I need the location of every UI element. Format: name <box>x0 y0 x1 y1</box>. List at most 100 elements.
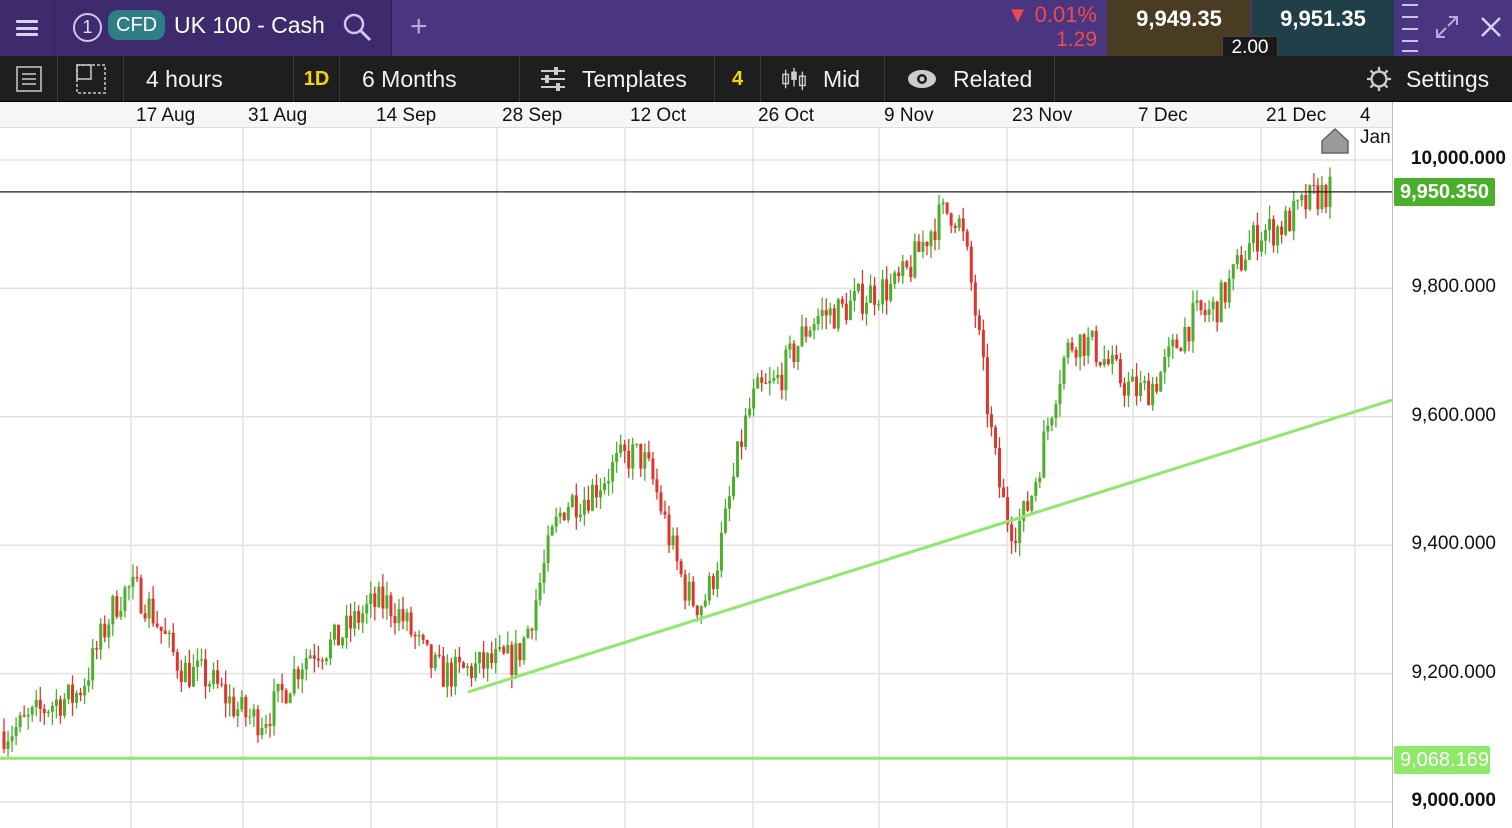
candle-body <box>441 655 445 687</box>
candlestick-series <box>2 167 1332 757</box>
expand-icon[interactable] <box>1434 14 1460 40</box>
candle-body <box>119 610 123 617</box>
candle-body <box>316 658 320 661</box>
candle-body <box>566 507 570 520</box>
buy-price: 9,951.35 <box>1280 6 1366 31</box>
list-button[interactable] <box>0 56 58 102</box>
candle-body <box>832 308 836 329</box>
candle-body <box>671 535 675 546</box>
candle-body <box>1139 382 1143 397</box>
candle-body <box>1062 357 1066 384</box>
date-tick-label: 17 Aug <box>136 105 196 126</box>
candle-body <box>619 444 623 454</box>
date-tick-label: 21 Dec <box>1266 105 1327 126</box>
candle-body <box>1247 243 1251 260</box>
price-tick-label: 9,200.000 <box>1411 661 1496 683</box>
candle-body <box>1243 259 1247 271</box>
interval-badge[interactable]: 1D <box>294 56 340 102</box>
candle-body <box>208 684 212 687</box>
range-select[interactable]: 6 Months <box>340 56 520 102</box>
instrument-tab[interactable]: 1 CFD UK 100 - Cash <box>55 0 392 56</box>
candle-body <box>865 302 869 314</box>
candle-body <box>71 684 75 703</box>
candle-body <box>204 659 208 687</box>
templates-button[interactable]: Templates <box>520 56 715 102</box>
candle-body <box>1042 431 1046 478</box>
drag-handle-icon[interactable] <box>1400 0 1420 56</box>
candle-body <box>502 647 506 654</box>
candle-body <box>1070 342 1074 350</box>
candle-body <box>46 711 50 714</box>
candle-body <box>816 316 820 325</box>
candle-body <box>836 299 840 329</box>
home-marker-icon[interactable] <box>1320 127 1350 155</box>
candle-body <box>905 261 909 268</box>
candle-body <box>199 659 203 661</box>
candle-body <box>369 593 373 604</box>
date-tick-label: 31 Aug <box>248 105 308 126</box>
candle-body <box>522 637 526 661</box>
candle-body <box>933 231 937 241</box>
related-button[interactable]: Related <box>885 56 1055 102</box>
candle-body <box>719 532 723 571</box>
candle-body <box>925 241 929 247</box>
candle-body <box>562 512 566 520</box>
candle-body <box>1110 354 1114 365</box>
candle-body <box>54 699 58 706</box>
candle-body <box>1179 348 1183 352</box>
candle-body <box>993 427 997 449</box>
date-tick-label: 28 Sep <box>502 105 563 126</box>
candle-body <box>18 715 22 728</box>
candle-body <box>913 241 917 278</box>
candle-body <box>1018 520 1022 543</box>
candle-body <box>542 563 546 583</box>
candle-body <box>796 346 800 362</box>
candle-body <box>449 662 453 687</box>
price-chart[interactable] <box>0 102 1392 828</box>
candle-body <box>574 495 578 518</box>
search-icon[interactable] <box>342 12 372 42</box>
candle-body <box>272 691 276 726</box>
layout-button[interactable] <box>58 56 124 102</box>
candle-body <box>1078 334 1082 358</box>
candle-body <box>1259 240 1263 252</box>
interval-select[interactable]: 4 hours <box>124 56 294 102</box>
add-tab-plus-icon[interactable]: + <box>410 10 428 43</box>
menu-button[interactable] <box>0 0 55 56</box>
candle-body <box>240 696 244 710</box>
candle-body <box>183 662 187 683</box>
candle-body <box>147 598 151 619</box>
price-type-select[interactable]: Mid <box>761 56 885 102</box>
candle-body <box>651 458 655 480</box>
candle-body <box>1255 225 1259 252</box>
candle-body <box>1235 255 1239 265</box>
candle-body <box>498 647 502 650</box>
candle-body <box>1094 330 1098 363</box>
drawn-lines <box>0 191 1392 760</box>
candle-body <box>1118 359 1122 384</box>
candle-body <box>288 693 292 704</box>
candle-body <box>736 441 740 477</box>
settings-label: Settings <box>1406 65 1490 92</box>
candle-body <box>1014 541 1018 543</box>
candle-body <box>99 623 103 650</box>
candle-body <box>1074 349 1078 358</box>
candle-body <box>409 612 413 635</box>
candle-body <box>792 343 796 362</box>
candle-body <box>320 660 324 662</box>
candle-body <box>433 654 437 669</box>
templates-count-badge[interactable]: 4 <box>715 56 761 102</box>
candle-body <box>1086 336 1090 356</box>
candle-body <box>22 715 26 717</box>
candle-body <box>683 574 687 601</box>
close-icon[interactable] <box>1478 14 1504 40</box>
candle-body <box>937 204 941 241</box>
candle-body <box>457 656 461 663</box>
settings-button[interactable]: Settings <box>1366 56 1512 102</box>
sell-price-button[interactable]: 9,949.35 <box>1107 0 1251 56</box>
candle-body <box>732 476 736 497</box>
candle-body <box>1106 359 1110 365</box>
candle-body <box>1324 185 1328 208</box>
candle-body <box>941 202 945 205</box>
candle-body <box>635 443 639 445</box>
